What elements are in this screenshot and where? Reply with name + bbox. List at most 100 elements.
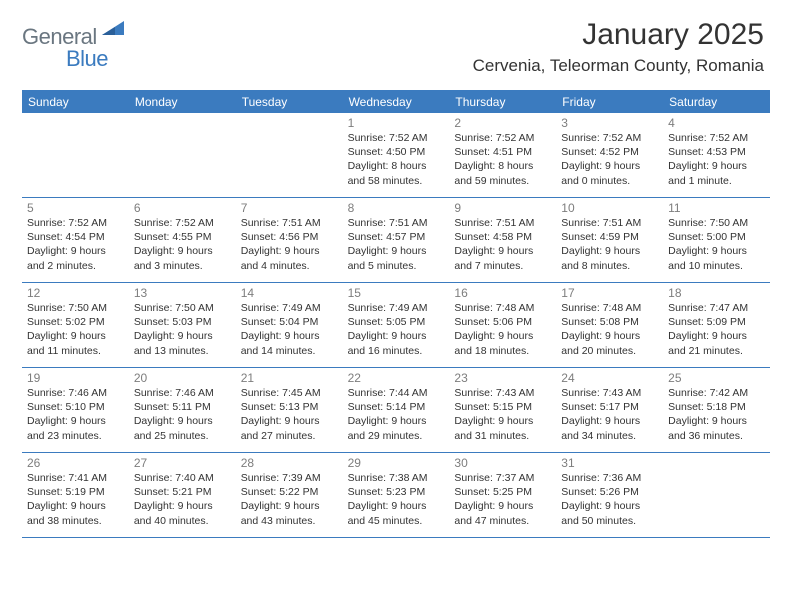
day-info-line: Sunset: 4:50 PM [348, 145, 445, 159]
day-cell: 17Sunrise: 7:48 AMSunset: 5:08 PMDayligh… [556, 283, 663, 367]
day-info-line: Daylight: 9 hours [561, 414, 658, 428]
day-info-line: Daylight: 9 hours [348, 329, 445, 343]
day-cell: 29Sunrise: 7:38 AMSunset: 5:23 PMDayligh… [343, 453, 450, 537]
day-cell: 5Sunrise: 7:52 AMSunset: 4:54 PMDaylight… [22, 198, 129, 282]
title-block: January 2025 Cervenia, Teleorman County,… [473, 18, 764, 76]
day-info-line: Sunset: 4:58 PM [454, 230, 551, 244]
day-info-line: Sunrise: 7:38 AM [348, 471, 445, 485]
day-cell: 18Sunrise: 7:47 AMSunset: 5:09 PMDayligh… [663, 283, 770, 367]
day-cell: 12Sunrise: 7:50 AMSunset: 5:02 PMDayligh… [22, 283, 129, 367]
day-number: 2 [454, 116, 551, 130]
day-info: Sunrise: 7:44 AMSunset: 5:14 PMDaylight:… [348, 386, 445, 443]
day-info-line: Sunset: 5:10 PM [27, 400, 124, 414]
weekday-header: Tuesday [236, 92, 343, 113]
day-number: 11 [668, 201, 765, 215]
day-info-line: Sunrise: 7:44 AM [348, 386, 445, 400]
day-info: Sunrise: 7:48 AMSunset: 5:06 PMDaylight:… [454, 301, 551, 358]
day-info-line: and 29 minutes. [348, 429, 445, 443]
day-info-line: Sunrise: 7:48 AM [454, 301, 551, 315]
day-info-line: and 50 minutes. [561, 514, 658, 528]
day-info-line: Sunset: 4:51 PM [454, 145, 551, 159]
day-info-line: Sunrise: 7:50 AM [27, 301, 124, 315]
day-info-line: and 3 minutes. [134, 259, 231, 273]
day-cell: 10Sunrise: 7:51 AMSunset: 4:59 PMDayligh… [556, 198, 663, 282]
day-info-line: Sunset: 4:56 PM [241, 230, 338, 244]
day-number: 6 [134, 201, 231, 215]
day-number: 21 [241, 371, 338, 385]
day-info-line: Daylight: 9 hours [27, 244, 124, 258]
day-info-line: and 14 minutes. [241, 344, 338, 358]
day-number: 27 [134, 456, 231, 470]
day-info: Sunrise: 7:41 AMSunset: 5:19 PMDaylight:… [27, 471, 124, 528]
day-info-line: Daylight: 9 hours [27, 329, 124, 343]
day-cell: 30Sunrise: 7:37 AMSunset: 5:25 PMDayligh… [449, 453, 556, 537]
week-row: 1Sunrise: 7:52 AMSunset: 4:50 PMDaylight… [22, 113, 770, 198]
day-info: Sunrise: 7:52 AMSunset: 4:54 PMDaylight:… [27, 216, 124, 273]
day-info-line: Sunrise: 7:48 AM [561, 301, 658, 315]
day-number: 15 [348, 286, 445, 300]
day-number: 7 [241, 201, 338, 215]
day-info-line: and 31 minutes. [454, 429, 551, 443]
day-info-line: and 7 minutes. [454, 259, 551, 273]
day-info: Sunrise: 7:49 AMSunset: 5:05 PMDaylight:… [348, 301, 445, 358]
day-info-line: Daylight: 9 hours [348, 244, 445, 258]
day-cell: 24Sunrise: 7:43 AMSunset: 5:17 PMDayligh… [556, 368, 663, 452]
day-cell: 27Sunrise: 7:40 AMSunset: 5:21 PMDayligh… [129, 453, 236, 537]
weeks-container: 1Sunrise: 7:52 AMSunset: 4:50 PMDaylight… [22, 113, 770, 538]
week-row: 26Sunrise: 7:41 AMSunset: 5:19 PMDayligh… [22, 453, 770, 538]
day-info-line: and 8 minutes. [561, 259, 658, 273]
day-number: 3 [561, 116, 658, 130]
day-info-line: and 34 minutes. [561, 429, 658, 443]
day-cell: 23Sunrise: 7:43 AMSunset: 5:15 PMDayligh… [449, 368, 556, 452]
weekday-header: Saturday [663, 92, 770, 113]
day-info: Sunrise: 7:46 AMSunset: 5:11 PMDaylight:… [134, 386, 231, 443]
day-number: 4 [668, 116, 765, 130]
day-info-line: Sunrise: 7:39 AM [241, 471, 338, 485]
day-info-line: and 10 minutes. [668, 259, 765, 273]
day-info-line: and 43 minutes. [241, 514, 338, 528]
day-number: 10 [561, 201, 658, 215]
day-number: 14 [241, 286, 338, 300]
day-info-line: Sunset: 5:26 PM [561, 485, 658, 499]
day-info-line: Sunset: 5:14 PM [348, 400, 445, 414]
day-info-line: and 27 minutes. [241, 429, 338, 443]
day-cell [663, 453, 770, 537]
day-info: Sunrise: 7:43 AMSunset: 5:15 PMDaylight:… [454, 386, 551, 443]
day-info-line: and 0 minutes. [561, 174, 658, 188]
day-number: 13 [134, 286, 231, 300]
day-info: Sunrise: 7:51 AMSunset: 4:57 PMDaylight:… [348, 216, 445, 273]
day-info-line: Daylight: 9 hours [561, 329, 658, 343]
day-cell: 22Sunrise: 7:44 AMSunset: 5:14 PMDayligh… [343, 368, 450, 452]
day-info: Sunrise: 7:51 AMSunset: 4:56 PMDaylight:… [241, 216, 338, 273]
day-info: Sunrise: 7:46 AMSunset: 5:10 PMDaylight:… [27, 386, 124, 443]
day-info: Sunrise: 7:39 AMSunset: 5:22 PMDaylight:… [241, 471, 338, 528]
day-info-line: and 2 minutes. [27, 259, 124, 273]
day-info-line: Sunrise: 7:52 AM [668, 131, 765, 145]
day-info-line: Sunset: 5:09 PM [668, 315, 765, 329]
day-info: Sunrise: 7:52 AMSunset: 4:50 PMDaylight:… [348, 131, 445, 188]
day-cell: 9Sunrise: 7:51 AMSunset: 4:58 PMDaylight… [449, 198, 556, 282]
weekday-header: Thursday [449, 92, 556, 113]
day-info-line: Sunrise: 7:43 AM [561, 386, 658, 400]
day-info: Sunrise: 7:48 AMSunset: 5:08 PMDaylight:… [561, 301, 658, 358]
day-info-line: Sunrise: 7:52 AM [561, 131, 658, 145]
day-info-line: and 47 minutes. [454, 514, 551, 528]
day-info-line: Daylight: 9 hours [134, 329, 231, 343]
day-info-line: Daylight: 9 hours [27, 414, 124, 428]
day-info-line: Sunrise: 7:50 AM [134, 301, 231, 315]
day-number: 26 [27, 456, 124, 470]
day-info-line: Sunset: 5:02 PM [27, 315, 124, 329]
day-info-line: Sunset: 4:59 PM [561, 230, 658, 244]
day-info-line: Sunset: 5:11 PM [134, 400, 231, 414]
day-info-line: Sunset: 4:52 PM [561, 145, 658, 159]
week-row: 19Sunrise: 7:46 AMSunset: 5:10 PMDayligh… [22, 368, 770, 453]
day-info-line: Sunset: 5:00 PM [668, 230, 765, 244]
day-info-line: and 58 minutes. [348, 174, 445, 188]
day-info: Sunrise: 7:38 AMSunset: 5:23 PMDaylight:… [348, 471, 445, 528]
day-info-line: Sunset: 5:17 PM [561, 400, 658, 414]
page-title: January 2025 [473, 18, 764, 52]
header: General January 2025 Cervenia, Teleorman… [0, 0, 792, 82]
weekday-header: Sunday [22, 92, 129, 113]
day-info-line: Sunrise: 7:50 AM [668, 216, 765, 230]
day-info-line: Sunrise: 7:46 AM [134, 386, 231, 400]
